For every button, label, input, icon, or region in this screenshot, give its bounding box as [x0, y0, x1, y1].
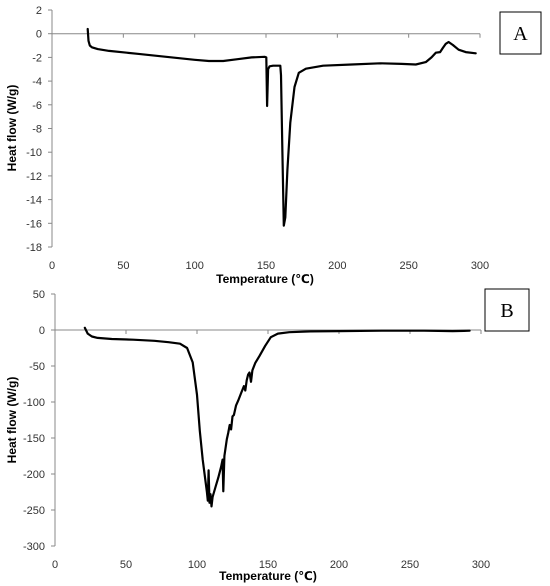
- chart-panel-b: 50 0 -50 -100 -150 -200 -250 -300 0 50 100 150 200 2…: [5, 288, 530, 583]
- x-tick-label: 50: [117, 260, 129, 272]
- x-axis-title-b: Temperature (℃): [219, 569, 317, 583]
- panel-label-box-b: [484, 288, 530, 332]
- y-tick-label: -150: [23, 433, 45, 445]
- heat-flow-line-b: [83, 326, 471, 508]
- x-tick-label: 0: [49, 260, 55, 272]
- y-tick-label: -14: [26, 195, 42, 207]
- x-tick-label: 250: [401, 559, 419, 571]
- y-tick-label: -18: [26, 242, 42, 254]
- x-tick-label: 300: [471, 260, 489, 272]
- x-tick-labels-b: 0 50 100 150 200 250 300: [52, 330, 490, 571]
- series-group-a: [86, 27, 477, 227]
- y-tick-labels-b: 50 0 -50 -100 -150 -200 -250 -300: [23, 289, 55, 553]
- y-tick-label: -2: [32, 52, 42, 64]
- panel-label-b: B: [500, 300, 513, 322]
- x-tick-label: 200: [330, 559, 348, 571]
- y-tick-label: -12: [26, 171, 42, 183]
- y-tick-label: 0: [36, 29, 42, 41]
- x-tick-label: 200: [328, 260, 346, 272]
- y-tick-label: -200: [23, 469, 45, 481]
- y-tick-label: -6: [32, 100, 42, 112]
- y-tick-label: -8: [32, 124, 42, 136]
- heat-flow-line-a: [86, 27, 477, 227]
- x-tick-labels-a: 0 50 100 150 200 250 300: [49, 33, 489, 272]
- x-tick-label: 150: [257, 260, 275, 272]
- y-tick-label: -4: [32, 76, 42, 88]
- x-axis-title-a: Temperature (℃): [216, 272, 314, 286]
- x-tick-label: 0: [52, 559, 58, 571]
- y-tick-label: -300: [23, 541, 45, 553]
- x-tick-label: 250: [399, 260, 417, 272]
- x-tick-label: 300: [472, 559, 490, 571]
- y-tick-labels-a: 2 0 -2 -4 -6 -8 -10 -12 -14 -16 -18: [26, 5, 52, 254]
- y-tick-label: 50: [33, 289, 45, 301]
- series-group-b: [83, 326, 471, 508]
- x-tick-label: 150: [259, 559, 277, 571]
- y-tick-label: 2: [36, 5, 42, 17]
- panel-label-a: A: [513, 23, 528, 45]
- x-tick-label: 50: [120, 559, 132, 571]
- y-tick-label: -250: [23, 505, 45, 517]
- y-tick-label: -50: [29, 361, 45, 373]
- y-axis-title-b: Heat flow (W/g): [5, 377, 19, 464]
- y-axis-title-a: Heat flow (W/g): [5, 85, 19, 172]
- panel-label-box-a: [499, 11, 542, 55]
- x-tick-label: 100: [185, 260, 203, 272]
- x-tick-label: 100: [188, 559, 206, 571]
- y-tick-label: 0: [39, 325, 45, 337]
- y-tick-label: -100: [23, 397, 45, 409]
- y-tick-label: -10: [26, 147, 42, 159]
- y-tick-label: -16: [26, 218, 42, 230]
- chart-panel-a: 2 0 -2 -4 -6 -8 -10 -12 -14 -16 -18 0 50 100 150 200 25…: [5, 5, 542, 286]
